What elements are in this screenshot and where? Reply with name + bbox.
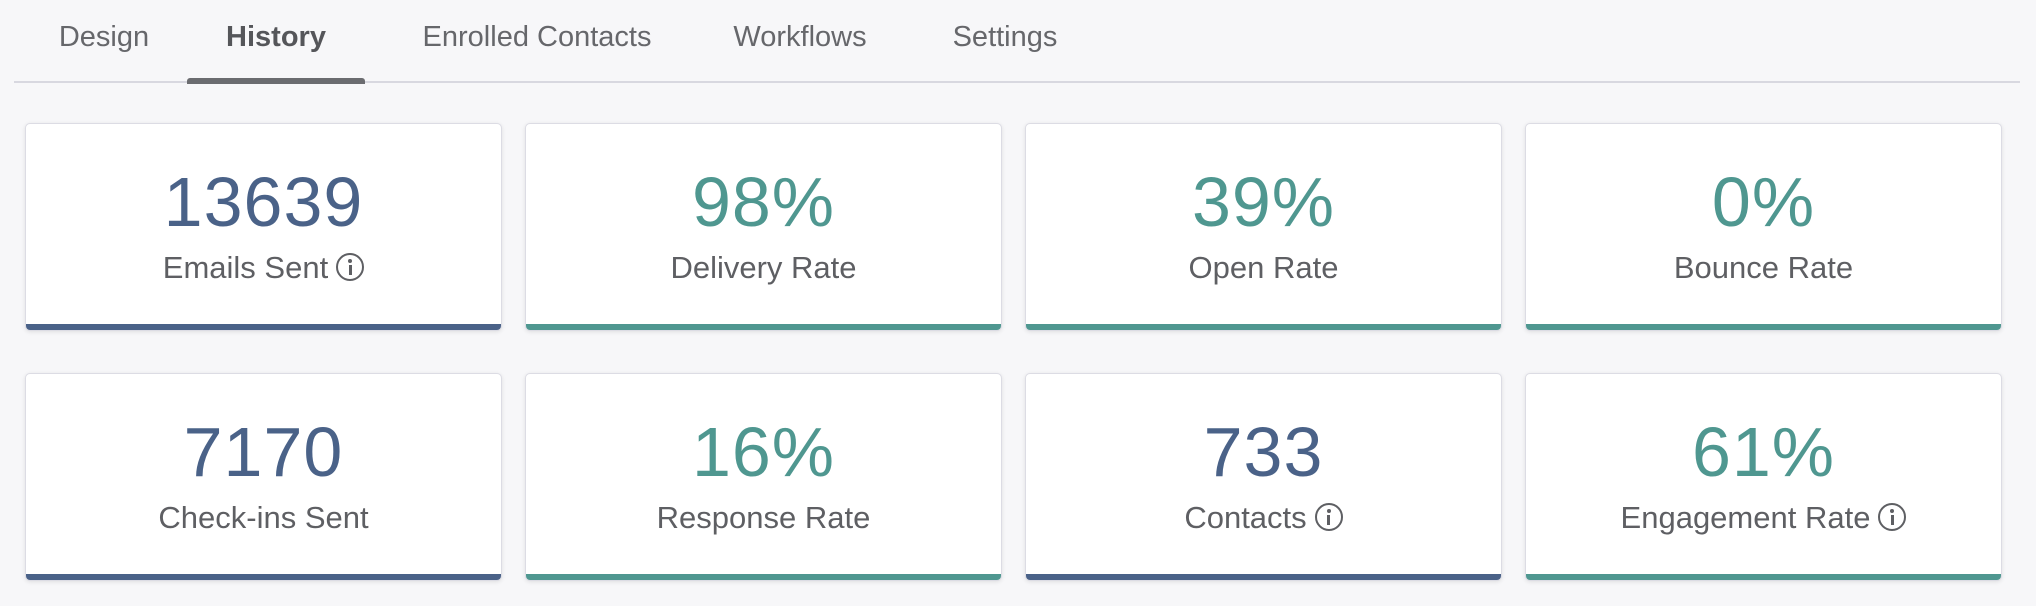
stat-label: Bounce Rate — [1673, 250, 1854, 285]
stat-label-wrap: Contacts — [1026, 498, 1501, 538]
stat-label: Response Rate — [656, 500, 871, 535]
stat-value: 16% — [691, 413, 836, 491]
accent-bar — [1526, 574, 2001, 580]
accent-bar — [526, 324, 1001, 330]
stat-label: Check-ins Sent — [158, 500, 369, 535]
stat-label: Emails Sent — [162, 250, 329, 285]
stat-card-check-ins-sent: 7170 Check-ins Sent — [25, 373, 502, 581]
stat-card-emails-sent: 13639 Emails Sent — [25, 123, 502, 331]
stat-value: 733 — [1203, 413, 1324, 491]
stat-card-contacts: 733 Contacts — [1025, 373, 1502, 581]
stat-value: 98% — [691, 163, 836, 241]
tab-history[interactable]: History — [187, 0, 365, 84]
stat-card-bounce-rate: 0% Bounce Rate — [1525, 123, 2002, 331]
tab-enrolled-contacts[interactable]: Enrolled Contacts — [422, 21, 652, 53]
tab-workflows[interactable]: Workflows — [733, 21, 867, 53]
stat-label: Contacts — [1184, 500, 1307, 535]
stat-value: 0% — [1711, 163, 1816, 241]
stat-label: Delivery Rate — [670, 250, 857, 285]
accent-bar — [526, 574, 1001, 580]
accent-bar — [26, 324, 501, 330]
stat-card-engagement-rate: 61% Engagement Rate — [1525, 373, 2002, 581]
stat-card-open-rate: 39% Open Rate — [1025, 123, 1502, 331]
stat-value: 7170 — [183, 413, 344, 491]
stat-value: 13639 — [163, 163, 364, 241]
stat-value: 39% — [1191, 163, 1336, 241]
stat-label-wrap: Emails Sent — [26, 248, 501, 288]
accent-bar — [1026, 574, 1501, 580]
tab-design[interactable]: Design — [58, 21, 150, 53]
info-icon[interactable] — [1878, 503, 1907, 531]
stat-card-delivery-rate: 98% Delivery Rate — [525, 123, 1002, 331]
tab-settings[interactable]: Settings — [952, 21, 1058, 53]
accent-bar — [1026, 324, 1501, 330]
stat-label: Engagement Rate — [1620, 500, 1871, 535]
stat-card-response-rate: 16% Response Rate — [525, 373, 1002, 581]
stat-value: 61% — [1691, 413, 1836, 491]
stat-label: Open Rate — [1188, 250, 1339, 285]
accent-bar — [1526, 324, 2001, 330]
accent-bar — [26, 574, 501, 580]
info-icon[interactable] — [336, 253, 365, 281]
info-icon[interactable] — [1314, 503, 1343, 531]
stat-label-wrap: Engagement Rate — [1526, 498, 2001, 538]
tab-bar: Design History Enrolled Contacts Workflo… — [14, 0, 2020, 84]
